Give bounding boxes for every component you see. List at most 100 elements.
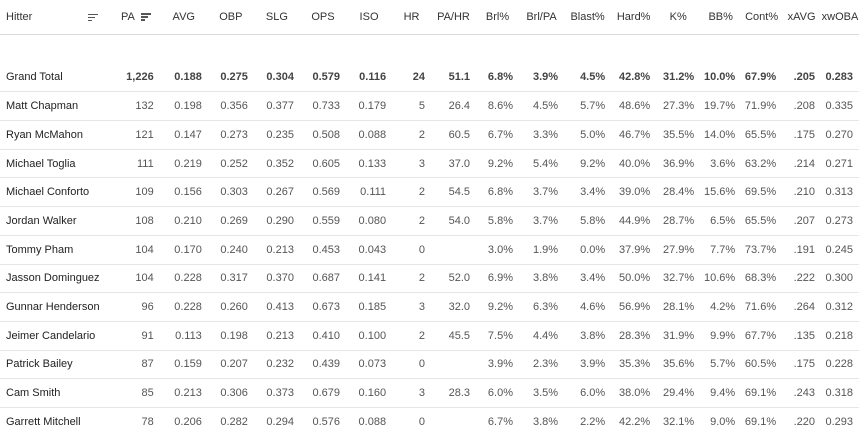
cell-iso: 0.100 [346,320,393,351]
cell-slg: 0.267 [253,177,300,207]
cell-ops: 0.673 [299,292,346,322]
column-header-xavg[interactable]: xAVG [782,0,821,35]
cell-cont: 65.5% [741,206,783,236]
cell-hr: 2 [392,206,431,236]
cell-xwoba: 0.312 [821,292,859,322]
cell-cont: 60.5% [741,349,783,379]
cell-pahr: 54.0 [430,206,476,236]
cell-slg: 0.213 [253,234,300,264]
cell-hitter: Tommy Pham [0,234,113,264]
cell-pa: 85 [112,378,160,408]
column-header-bb-pct[interactable]: BB% [700,0,742,35]
cell-xwoba: 0.300 [821,263,859,293]
cell-brl: 6.7% [476,406,519,436]
column-header-slg[interactable]: SLG [253,0,300,35]
cell-brl: 7.5% [476,320,519,351]
cell-ops: 0.679 [299,378,346,408]
table-row[interactable]: Cam Smith 85 0.213 0.306 0.373 0.679 0.160 3 28.… [0,378,859,408]
column-header-brl-pct[interactable]: Brl% [476,0,519,35]
table-row[interactable]: Patrick Bailey 87 0.159 0.207 0.232 0.439 0.07… [0,349,859,379]
cell-hitter: Jasson Dominguez [0,263,113,293]
cell-brl: 6.8% [487,71,513,84]
table-row[interactable]: Ryan McMahon 121 0.147 0.273 0.235 0.508 0.088… [0,120,859,150]
cell-obp: 0.252 [207,148,254,178]
table-row[interactable]: Matt Chapman 132 0.198 0.356 0.377 0.733 0.179… [0,91,859,121]
column-header-pa[interactable]: PA [112,0,160,35]
cell-hr: 2 [392,177,431,207]
cell-avg: 0.159 [159,349,208,379]
cell-hard: 50.0% [611,263,657,293]
cell-hard: 42.8% [618,71,651,84]
cell-slg: 0.232 [253,349,300,379]
cell-xavg: .222 [782,263,821,293]
cell-xavg: .205 [793,71,815,84]
grand-total-row[interactable]: Grand Total 1,226 0.188 0.275 0.304 0.579 0.11… [0,63,859,92]
cell-avg: 0.198 [159,91,208,121]
table-row[interactable]: Gunnar Henderson 96 0.228 0.260 0.413 0.673 0.… [0,292,859,322]
cell-bb: 19.7% [700,91,742,121]
column-header-label: Hitter [6,11,33,23]
sort-icon[interactable] [141,12,152,23]
cell-hr: 2 [392,320,431,351]
cell-cont: 68.3% [741,263,783,293]
cell-brl: 3.9% [476,349,519,379]
table-row[interactable]: Jeimer Candelario 91 0.113 0.198 0.213 0.410 0… [0,320,859,351]
column-header-brl-pa[interactable]: Brl/PA [519,0,565,35]
cell-hard: 35.3% [611,349,657,379]
cell-ops: 0.576 [299,406,346,436]
cell-avg: 0.228 [159,292,208,322]
cell-pahr: 37.0 [430,148,476,178]
cell-pa: 111 [112,148,160,178]
cell-xwoba: 0.245 [821,234,859,264]
cell-avg: 0.188 [174,71,202,84]
table-row[interactable]: Garrett Mitchell 78 0.206 0.282 0.294 0.576 0.… [0,406,859,436]
cell-blast: 5.7% [564,91,612,121]
cell-bb: 10.0% [703,71,736,84]
column-header-ops[interactable]: OPS [299,0,346,35]
column-header-avg[interactable]: AVG [159,0,208,35]
cell-hr: 5 [392,91,431,121]
sort-icon[interactable] [88,12,98,23]
cell-iso: 0.141 [346,263,393,293]
table-row[interactable]: Jasson Dominguez 104 0.228 0.317 0.370 0.687 0… [0,263,859,293]
table-row[interactable]: Michael Toglia 111 0.219 0.252 0.352 0.605 0.1… [0,148,859,178]
cell-brl: 9.2% [476,148,519,178]
cell-xavg: .264 [782,292,821,322]
cell-bb: 15.6% [700,177,742,207]
cell-bb: 3.6% [700,148,742,178]
cell-pa: 96 [112,292,160,322]
column-header-hard-pct[interactable]: Hard% [611,0,657,35]
column-header-pa-hr[interactable]: PA/HR [430,0,476,35]
cell-xwoba: 0.293 [821,406,859,436]
cell-pahr [430,234,476,264]
cell-hr: 3 [392,378,431,408]
cell-blast: 5.8% [564,206,612,236]
cell-obp: 0.198 [207,320,254,351]
column-header-iso[interactable]: ISO [346,0,393,35]
cell-brl: 6.8% [476,177,519,207]
cell-cont: 63.2% [741,148,783,178]
column-header-k-pct[interactable]: K% [656,0,701,35]
cell-brlpa: 1.9% [519,234,565,264]
table-row[interactable]: Tommy Pham 104 0.170 0.240 0.213 0.453 0.043 0 3… [0,234,859,264]
cell-k: 28.1% [656,292,701,322]
table-row[interactable]: Jordan Walker 108 0.210 0.269 0.290 0.559 0.08… [0,206,859,236]
column-header-cont-pct[interactable]: Cont% [741,0,783,35]
cell-cont: 69.1% [741,378,783,408]
column-header-obp[interactable]: OBP [207,0,254,35]
cell-xwoba: 0.283 [825,71,853,84]
table-row[interactable]: Michael Conforto 109 0.156 0.303 0.267 0.569 0… [0,177,859,207]
cell-iso: 0.080 [346,206,393,236]
column-header-blast-pct[interactable]: Blast% [564,0,612,35]
cell-slg: 0.370 [253,263,300,293]
column-header-hitter[interactable]: Hitter [0,0,113,35]
cell-slg: 0.290 [253,206,300,236]
cell-slg: 0.413 [253,292,300,322]
column-header-hr[interactable]: HR [392,0,431,35]
cell-ops: 0.439 [299,349,346,379]
cell-blast: 4.6% [564,292,612,322]
cell-avg: 0.219 [159,148,208,178]
cell-blast: 3.8% [564,320,612,351]
cell-xavg: .214 [782,148,821,178]
column-header-xwoba[interactable]: xwOBA [821,0,859,35]
